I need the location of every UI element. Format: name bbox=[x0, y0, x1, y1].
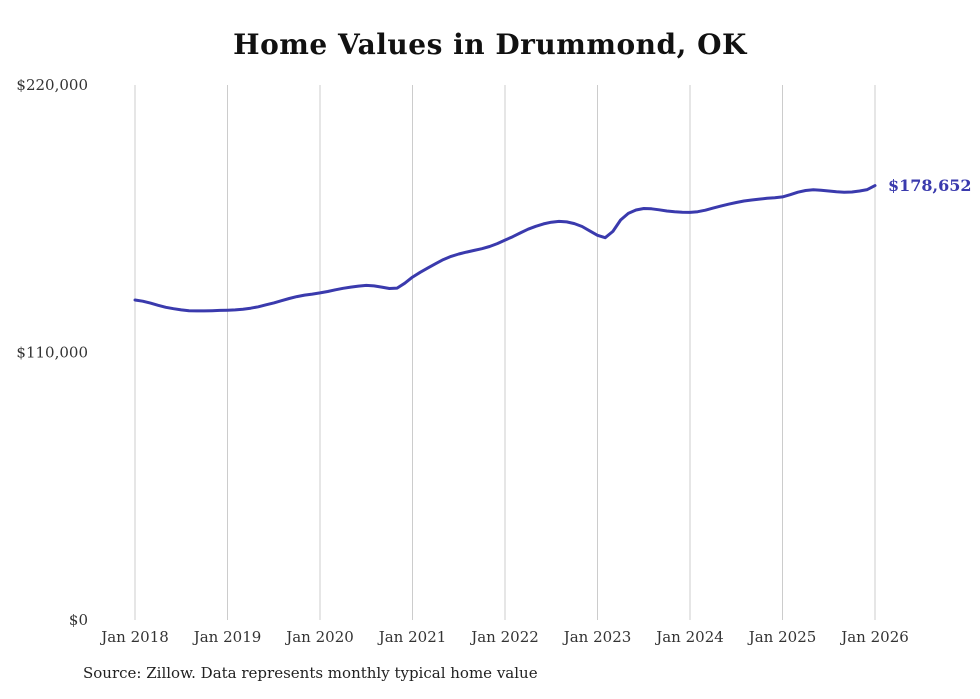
x-axis-tick-label: Jan 2022 bbox=[469, 628, 539, 646]
x-axis-tick-label: Jan 2021 bbox=[377, 628, 447, 646]
chart-title: Home Values in Drummond, OK bbox=[233, 28, 747, 61]
x-axis-tick-label: Jan 2025 bbox=[747, 628, 817, 646]
x-axis-tick-label: Jan 2018 bbox=[99, 628, 169, 646]
x-axis-tick-label: Jan 2023 bbox=[562, 628, 632, 646]
x-axis-tick-label: Jan 2024 bbox=[654, 628, 724, 646]
x-axis-tick-label: Jan 2020 bbox=[284, 628, 354, 646]
y-axis-tick-label: $110,000 bbox=[16, 344, 88, 362]
x-axis-tick-label: Jan 2019 bbox=[192, 628, 262, 646]
x-axis-tick-label: Jan 2026 bbox=[839, 628, 909, 646]
y-axis-tick-label: $220,000 bbox=[16, 76, 88, 94]
y-axis-tick-label: $0 bbox=[69, 611, 88, 629]
end-value-label: $178,652 bbox=[888, 175, 972, 195]
home-value-line bbox=[133, 184, 877, 313]
source-note: Source: Zillow. Data represents monthly … bbox=[83, 664, 538, 682]
